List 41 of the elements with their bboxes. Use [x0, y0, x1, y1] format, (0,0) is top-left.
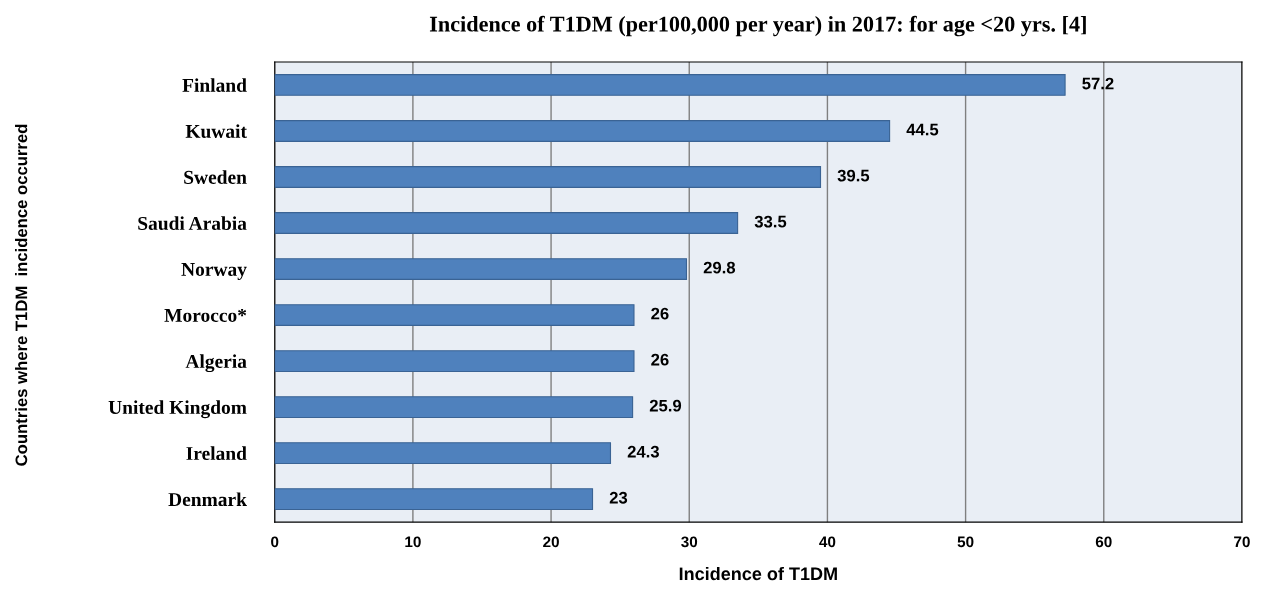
bar	[274, 442, 612, 465]
bar	[274, 120, 891, 142]
data-label: 57.2	[1082, 77, 1114, 90]
chart-title: Incidence of T1DM (per100,000 per year) in 2017: for age <20 yrs. [4]	[429, 15, 1086, 37]
bar	[274, 304, 635, 326]
bar	[274, 212, 739, 234]
x-tick-label: 0	[271, 536, 279, 548]
bar	[274, 488, 594, 511]
y-axis-title: Countries where T1DM incidence occurred	[15, 124, 28, 466]
y-tick-label: Kuwait	[185, 124, 247, 138]
y-tick-label: Saudi Arabia	[138, 216, 247, 230]
y-tick-label: Morocco*	[164, 308, 247, 322]
y-tick-label: Ireland	[186, 446, 247, 461]
x-tick-label: 50	[957, 536, 974, 548]
data-label: 39.5	[837, 169, 870, 182]
x-tick-label: 20	[543, 536, 559, 548]
data-label: 24.3	[627, 445, 659, 458]
data-label: 25.9	[649, 399, 682, 412]
data-label: 29.8	[703, 261, 736, 274]
bar	[274, 74, 1066, 96]
x-tick-label: 10	[405, 536, 421, 548]
x-tick-label: 40	[819, 536, 836, 548]
bar	[274, 396, 634, 419]
x-tick-label: 70	[1234, 536, 1250, 548]
data-label: 26	[651, 307, 669, 320]
x-tick-label: 30	[681, 536, 698, 548]
y-tick-label: Algeria	[185, 354, 247, 373]
y-tick-label: Norway	[181, 263, 247, 280]
y-tick-label: Sweden	[184, 170, 247, 184]
x-axis-title: Incidence of T1DM	[679, 566, 837, 581]
y-tick-label: United Kingdom	[108, 400, 247, 419]
data-label: 26	[651, 353, 669, 366]
x-tick-label: 60	[1095, 536, 1112, 548]
bar	[274, 350, 635, 372]
data-label: 23	[609, 491, 628, 504]
bar	[274, 166, 822, 188]
data-label: 44.5	[906, 123, 939, 136]
y-tick-label: Finland	[182, 78, 247, 92]
bar	[274, 258, 688, 280]
y-tick-label: Denmark	[168, 492, 247, 507]
data-label: 33.5	[754, 215, 787, 228]
